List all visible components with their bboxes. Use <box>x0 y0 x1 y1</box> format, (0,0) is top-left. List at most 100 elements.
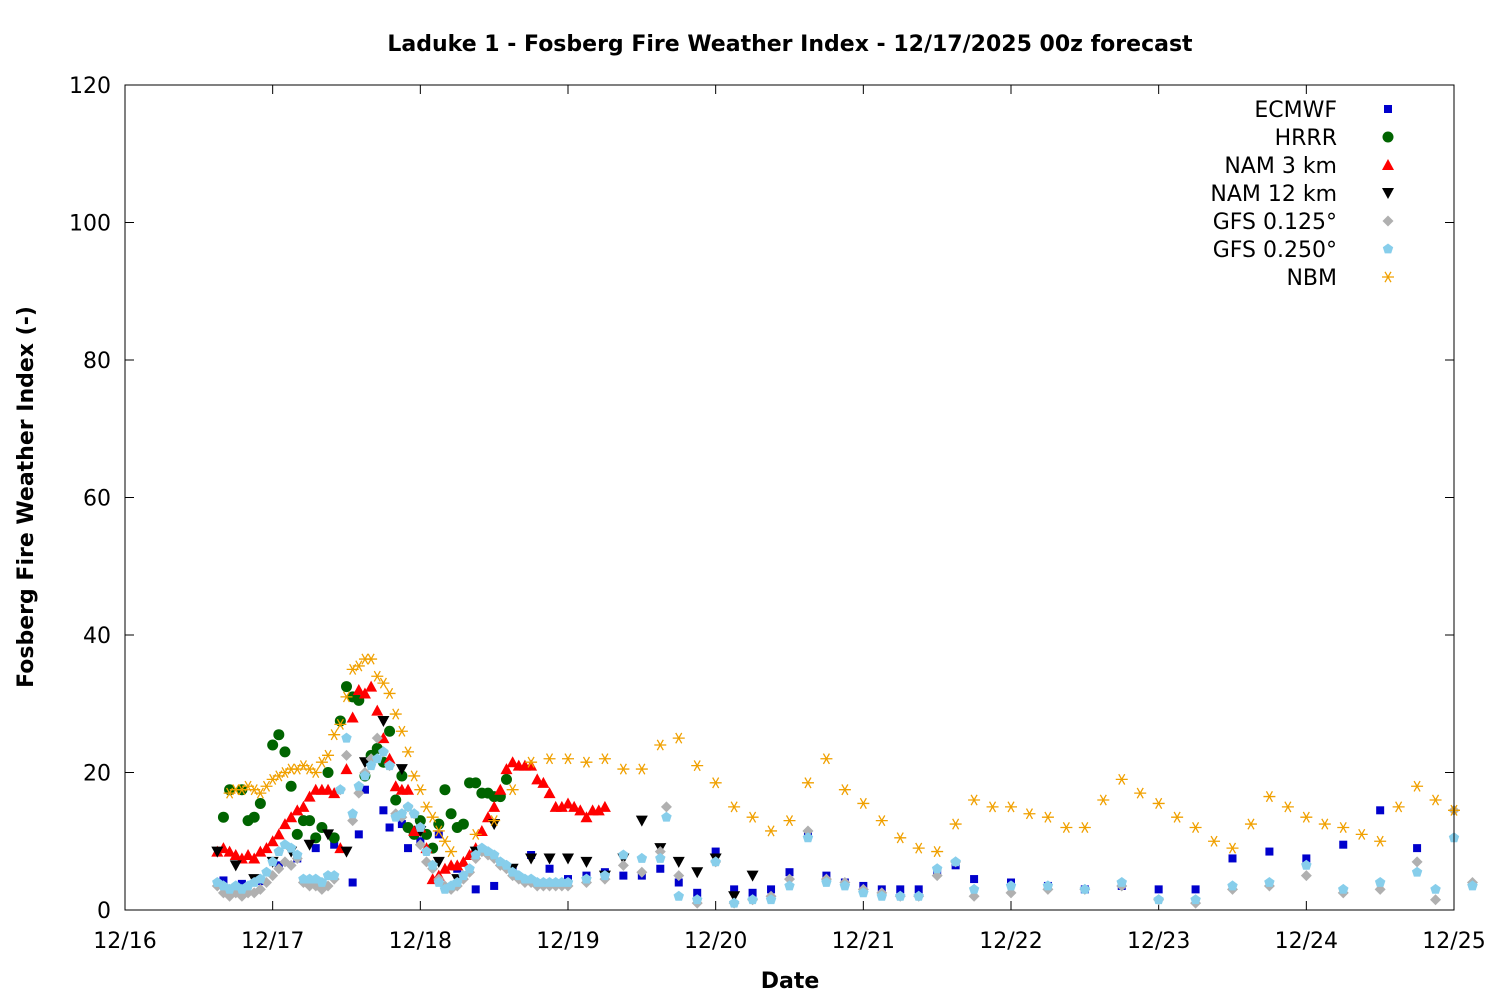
data-point <box>656 864 665 873</box>
legend-label: GFS 0.250° <box>1213 238 1337 263</box>
data-point <box>415 822 426 832</box>
data-point <box>1078 821 1091 834</box>
data-point <box>562 753 574 765</box>
data-point <box>433 877 444 887</box>
data-point <box>254 787 267 799</box>
data-point <box>352 684 365 695</box>
data-point <box>377 677 390 689</box>
data-point <box>292 849 303 860</box>
data-point <box>858 887 869 898</box>
data-point <box>931 863 943 874</box>
data-point <box>562 797 574 809</box>
data-point <box>661 811 672 822</box>
data-point <box>322 749 335 761</box>
data-point <box>580 856 593 868</box>
data-point <box>358 687 371 699</box>
y-tick-label: 0 <box>97 899 111 924</box>
data-point <box>1116 877 1127 887</box>
data-point <box>341 681 352 693</box>
data-point <box>636 866 648 878</box>
data-point <box>414 784 427 796</box>
legend-marker <box>1382 271 1394 283</box>
data-point <box>223 845 236 857</box>
data-point <box>673 890 684 901</box>
legend-marker <box>1382 215 1394 227</box>
data-point <box>352 660 365 672</box>
data-point <box>525 853 538 865</box>
axis-ticks: 0 20 40 60 80 100 120 12/16 12/17 12/18 12/19 12/20… <box>69 74 1486 954</box>
data-point <box>767 885 776 894</box>
data-point <box>574 804 587 816</box>
legend-label: HRRR <box>1275 126 1337 151</box>
data-point <box>1134 787 1147 799</box>
data-point <box>285 859 297 871</box>
data-point <box>838 784 851 796</box>
data-point <box>765 894 777 905</box>
data-point <box>1318 818 1331 830</box>
data-point <box>408 808 420 819</box>
data-point <box>309 766 322 779</box>
data-point <box>1430 894 1442 906</box>
data-point <box>1413 844 1422 853</box>
x-tick-label: 12/22 <box>979 929 1042 954</box>
data-point <box>592 804 605 816</box>
data-point <box>1152 797 1165 809</box>
data-point <box>746 870 759 882</box>
data-point <box>379 806 388 815</box>
data-point <box>348 878 357 887</box>
data-point <box>1392 801 1405 813</box>
data-point <box>598 753 611 765</box>
y-tick-label: 100 <box>69 212 111 237</box>
data-point <box>1041 811 1054 823</box>
data-point <box>730 885 739 894</box>
series-pentagon <box>212 732 1478 908</box>
data-point <box>1281 801 1294 813</box>
data-point <box>581 873 592 884</box>
data-point <box>617 763 630 775</box>
legend: ECMWF HRRR NAM 3 km NAM 12 km GFS 0.125° GFS … <box>1210 98 1394 291</box>
data-point <box>950 856 961 867</box>
x-tick-label: 12/19 <box>536 929 599 954</box>
data-point <box>488 815 501 827</box>
data-point <box>229 849 242 860</box>
data-point <box>655 852 666 863</box>
data-point <box>372 753 383 764</box>
data-point <box>354 830 363 839</box>
data-point <box>371 732 383 744</box>
data-point <box>568 800 581 812</box>
data-point <box>384 760 395 771</box>
data-point <box>1227 880 1238 891</box>
data-point <box>402 801 414 812</box>
data-point <box>329 870 340 881</box>
data-point <box>691 867 704 879</box>
data-point <box>273 863 285 875</box>
data-point <box>315 756 328 768</box>
data-point <box>438 835 451 847</box>
data-point <box>672 732 685 744</box>
data-point <box>913 890 924 901</box>
data-point <box>285 780 297 792</box>
data-point <box>383 752 396 764</box>
data-point <box>421 846 432 856</box>
data-point <box>785 868 794 877</box>
data-point <box>408 824 421 836</box>
data-point <box>1154 885 1163 894</box>
data-point <box>217 811 229 823</box>
data-point <box>968 794 981 806</box>
data-point <box>1263 791 1276 803</box>
data-point <box>273 846 285 856</box>
legend-marker <box>1384 105 1392 113</box>
data-point <box>389 780 402 792</box>
data-point <box>397 820 406 829</box>
data-point <box>464 863 475 874</box>
y-tick-label: 120 <box>69 74 111 99</box>
data-point <box>765 825 778 837</box>
data-point <box>328 729 341 741</box>
data-point <box>728 891 741 903</box>
data-point <box>365 760 377 771</box>
data-point <box>1153 894 1164 905</box>
data-point <box>692 894 703 905</box>
data-point <box>500 763 513 775</box>
data-point <box>285 842 297 853</box>
data-point <box>1060 821 1073 834</box>
